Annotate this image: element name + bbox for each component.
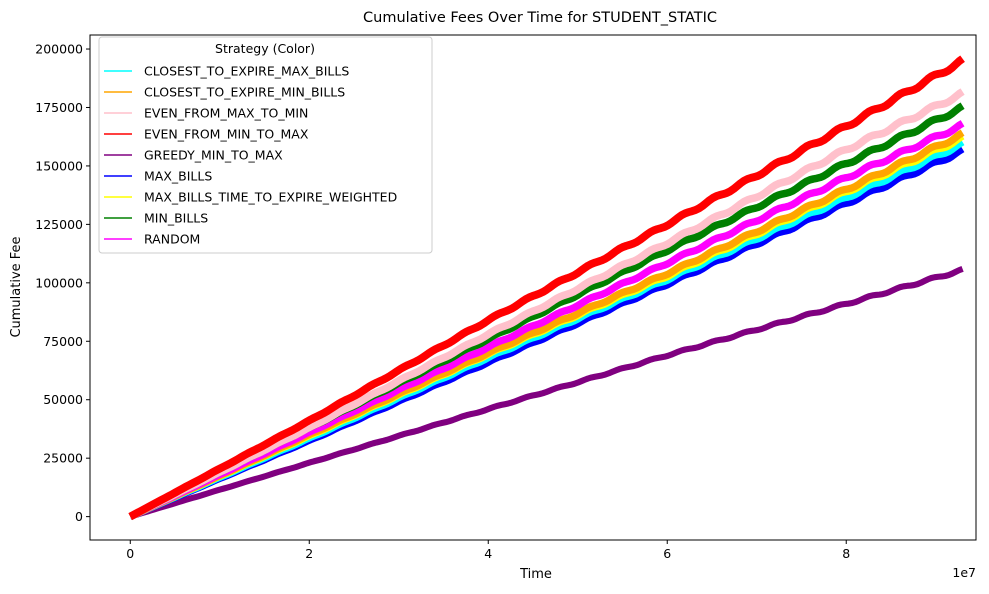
legend-label-closest-to-expire-max-bills: CLOSEST_TO_EXPIRE_MAX_BILLS <box>144 64 349 79</box>
x-tick-label: 6 <box>663 546 671 561</box>
series-layer <box>128 55 965 521</box>
series-line-greedy-min-to-max <box>129 266 964 520</box>
y-tick-label: 125000 <box>35 217 83 232</box>
legend-label-max-bills-time-to-expire-weighted: MAX_BILLS_TIME_TO_EXPIRE_WEIGHTED <box>144 190 397 205</box>
series-line-even-from-min-to-max <box>128 55 965 521</box>
y-tick-label: 200000 <box>35 42 83 57</box>
chart-title: Cumulative Fees Over Time for STUDENT_ST… <box>363 10 717 26</box>
legend-label-random: RANDOM <box>144 232 200 247</box>
y-tick-label: 175000 <box>35 100 83 115</box>
y-tick-label: 0 <box>75 509 83 524</box>
plot-frame <box>89 34 977 541</box>
y-tick-label: 75000 <box>43 334 83 349</box>
x-tick-label: 4 <box>484 546 492 561</box>
x-tick-label: 0 <box>126 546 134 561</box>
legend: Strategy (Color) CLOSEST_TO_EXPIRE_MAX_B… <box>98 36 433 254</box>
legend-label-greedy-min-to-max: GREEDY_MIN_TO_MAX <box>144 148 283 163</box>
legend-label-max-bills: MAX_BILLS <box>144 169 212 184</box>
x-axis-label: Time <box>519 567 552 582</box>
legend-title: Strategy (Color) <box>215 41 315 56</box>
x-axis: 0 2 4 6 8 <box>126 540 850 561</box>
y-axis: 0 25000 50000 75000 100000 125000 150000 175000… <box>35 42 90 524</box>
legend-label-even-from-min-to-max: EVEN_FROM_MIN_TO_MAX <box>144 127 309 142</box>
y-tick-label: 25000 <box>43 451 83 466</box>
legend-label-even-from-max-to-min: EVEN_FROM_MAX_TO_MIN <box>144 106 308 121</box>
x-tick-label: 8 <box>842 546 850 561</box>
legend-box <box>98 36 433 254</box>
series-line-even-from-max-to-min <box>128 88 965 521</box>
y-tick-label: 50000 <box>43 392 83 407</box>
y-tick-label: 100000 <box>35 275 83 290</box>
legend-label-min-bills: MIN_BILLS <box>144 211 208 226</box>
legend-label-closest-to-expire-min-bills: CLOSEST_TO_EXPIRE_MIN_BILLS <box>144 85 345 100</box>
y-axis-label: Cumulative Fee <box>9 236 24 337</box>
x-axis-offset-label: 1e7 <box>952 565 976 580</box>
y-tick-label: 150000 <box>35 158 83 173</box>
x-tick-label: 2 <box>305 546 313 561</box>
